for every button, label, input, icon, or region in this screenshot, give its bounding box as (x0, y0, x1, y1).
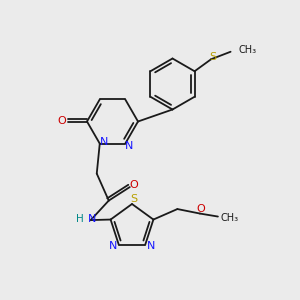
Text: O: O (57, 116, 66, 127)
Text: O: O (130, 180, 139, 190)
Text: N: N (109, 241, 118, 251)
Text: N: N (88, 214, 96, 224)
Text: N: N (146, 241, 155, 251)
Text: N: N (125, 141, 133, 151)
Text: H: H (76, 214, 84, 224)
Text: S: S (209, 52, 216, 62)
Text: CH₃: CH₃ (220, 213, 238, 223)
Text: N: N (100, 137, 108, 147)
Text: CH₃: CH₃ (238, 45, 256, 55)
Text: O: O (196, 204, 205, 214)
Text: S: S (130, 194, 137, 204)
